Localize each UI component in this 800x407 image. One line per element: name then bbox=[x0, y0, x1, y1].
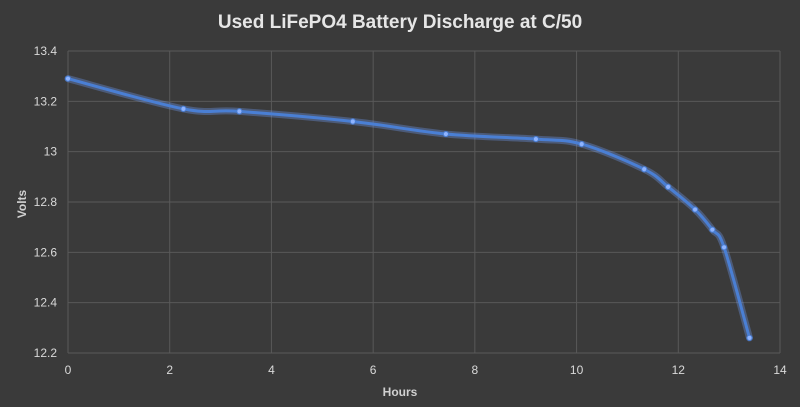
x-tick-label: 14 bbox=[773, 363, 787, 377]
x-axis-tick-labels: 0 2 4 6 8 10 12 14 bbox=[65, 363, 787, 377]
data-point bbox=[641, 166, 648, 173]
x-tick-label: 12 bbox=[672, 363, 686, 377]
data-point bbox=[349, 118, 356, 125]
series-line bbox=[66, 77, 751, 340]
y-tick-label: 13.2 bbox=[34, 94, 58, 108]
data-point bbox=[236, 108, 243, 115]
x-tick-label: 8 bbox=[472, 363, 479, 377]
data-point bbox=[532, 135, 539, 143]
y-tick-label: 12.8 bbox=[34, 195, 58, 209]
data-point bbox=[709, 226, 716, 233]
data-point bbox=[691, 206, 699, 213]
y-tick-label: 12.6 bbox=[34, 245, 58, 259]
y-axis-title: Volts bbox=[15, 189, 29, 218]
grid bbox=[67, 50, 781, 354]
x-tick-label: 10 bbox=[570, 363, 584, 377]
y-tick-label: 12.2 bbox=[34, 346, 58, 360]
chart-title: Used LiFePO4 Battery Discharge at C/50 bbox=[218, 12, 582, 33]
x-tick-label: 2 bbox=[166, 363, 173, 377]
data-point bbox=[442, 130, 449, 138]
x-tick-label: 4 bbox=[268, 363, 275, 377]
data-point bbox=[64, 75, 72, 82]
y-tick-label: 12.4 bbox=[34, 296, 58, 310]
y-tick-label: 13 bbox=[44, 145, 58, 159]
data-point bbox=[578, 141, 585, 148]
data-point bbox=[180, 105, 187, 112]
series bbox=[64, 75, 753, 342]
y-tick-label: 13.4 bbox=[34, 44, 58, 58]
series-line-glow bbox=[64, 75, 753, 342]
data-point bbox=[665, 183, 672, 190]
x-tick-label: 6 bbox=[370, 363, 377, 377]
y-axis-tick-labels: 12.2 12.4 12.6 12.8 13 13.2 13.4 bbox=[34, 44, 58, 360]
x-axis-title: Hours bbox=[383, 385, 418, 399]
data-point bbox=[746, 334, 753, 341]
x-tick-label: 0 bbox=[65, 363, 72, 377]
data-point bbox=[720, 244, 728, 251]
